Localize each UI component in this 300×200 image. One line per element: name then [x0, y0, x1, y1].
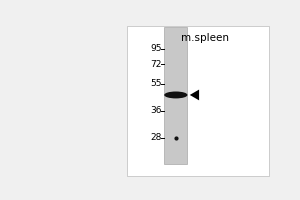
- Polygon shape: [190, 90, 199, 100]
- Ellipse shape: [164, 91, 188, 98]
- Bar: [164, 27, 188, 164]
- Text: m.spleen: m.spleen: [181, 33, 229, 43]
- Text: 72: 72: [151, 60, 162, 69]
- Text: 55: 55: [150, 79, 162, 88]
- Bar: [127, 26, 269, 176]
- Text: 95: 95: [150, 44, 162, 53]
- Text: 36: 36: [150, 106, 162, 115]
- Text: 28: 28: [151, 133, 162, 142]
